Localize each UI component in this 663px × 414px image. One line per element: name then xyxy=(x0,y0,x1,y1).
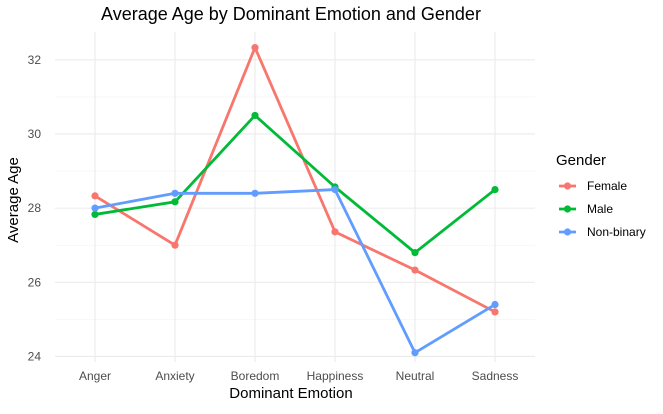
x-tick-label: Anxiety xyxy=(155,369,194,383)
x-tick-label: Neutral xyxy=(396,369,435,383)
series-female xyxy=(91,43,499,316)
data-point xyxy=(331,228,339,236)
data-point xyxy=(491,308,499,316)
y-tick-label: 32 xyxy=(28,53,42,67)
x-axis-ticks: Anger Anxiety Boredom Happiness Neutral Sadne… xyxy=(79,369,518,383)
legend-label: Non-binary xyxy=(587,225,646,239)
data-point xyxy=(251,189,259,197)
legend-key-point xyxy=(563,205,572,213)
legend-item: Male xyxy=(559,202,613,216)
y-axis-ticks: 24 26 28 30 32 xyxy=(28,53,42,364)
data-point xyxy=(491,300,499,309)
legend-key-point xyxy=(563,182,572,190)
x-tick-label: Anger xyxy=(79,369,111,383)
y-tick-label: 30 xyxy=(28,127,42,141)
series-male xyxy=(91,111,499,257)
legend-item: Female xyxy=(559,179,627,193)
data-point xyxy=(251,111,259,120)
legend-item: Non-binary xyxy=(559,225,646,239)
data-point xyxy=(91,192,99,200)
series-line xyxy=(94,188,496,355)
data-point xyxy=(171,189,179,197)
series-line xyxy=(94,114,496,255)
data-point xyxy=(91,210,99,219)
x-tick-label: Boredom xyxy=(231,369,280,383)
gridlines xyxy=(55,32,535,362)
data-point xyxy=(171,241,179,249)
x-tick-label: Sadness xyxy=(472,369,519,383)
data-point xyxy=(491,185,499,194)
data-point xyxy=(91,204,99,212)
legend: Gender Female Male Non-binary xyxy=(556,152,646,239)
series-non-binary xyxy=(91,185,499,357)
data-point xyxy=(171,198,179,206)
y-axis-title: Average Age xyxy=(5,157,22,243)
chart-title: Average Age by Dominant Emotion and Gend… xyxy=(101,4,481,24)
x-axis-title: Dominant Emotion xyxy=(229,385,352,402)
x-tick-label: Happiness xyxy=(307,369,364,383)
data-point xyxy=(411,349,419,357)
legend-key-point xyxy=(563,228,572,236)
y-tick-label: 24 xyxy=(28,349,42,363)
legend-label: Male xyxy=(587,202,613,216)
legend-title: Gender xyxy=(556,152,606,169)
y-tick-label: 26 xyxy=(28,275,42,289)
data-point xyxy=(411,249,419,257)
y-tick-label: 28 xyxy=(28,201,42,215)
data-point xyxy=(331,185,339,194)
series-line xyxy=(94,46,496,314)
data-point xyxy=(251,43,259,52)
legend-label: Female xyxy=(587,179,627,193)
series-lines xyxy=(91,43,499,357)
data-point xyxy=(411,266,419,274)
